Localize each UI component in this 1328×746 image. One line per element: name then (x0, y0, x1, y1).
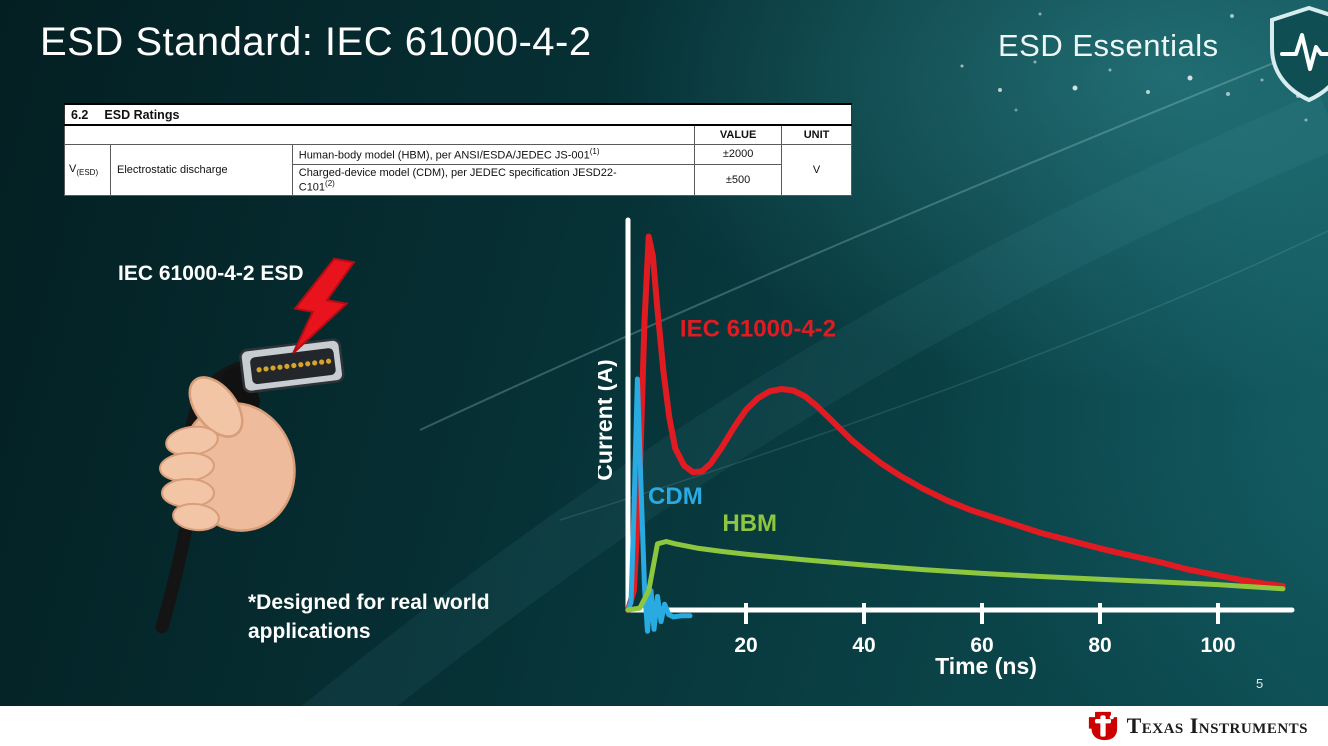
footnote-line-2: applications (248, 620, 371, 644)
series-line-cdm (625, 376, 693, 634)
x-tick-label: 100 (1200, 634, 1235, 657)
table-row: Charged-device model (CDM), per JEDEC sp… (65, 163, 852, 197)
light-streak-2 (559, 230, 1328, 521)
footer-bar: Texas Instruments (0, 706, 1328, 746)
ti-wordmark: Texas Instruments (1126, 713, 1308, 738)
cdm-description: Charged-device model (CDM), per JEDEC sp… (291, 163, 696, 197)
sparkle-dots (960, 12, 1308, 122)
iec-esd-label: IEC 61000-4-2 ESD (118, 262, 304, 285)
y-axis-label: Current (A) (598, 359, 617, 480)
cdm-value: ±500 (694, 163, 783, 197)
hand (159, 376, 296, 532)
hbm-description: Human-body model (HBM), per ANSI/ESDA/JE… (291, 144, 696, 165)
unit-column-header: UNIT (781, 124, 852, 145)
ti-logo-icon (1088, 711, 1117, 741)
table-caption: 6.2 ESD Ratings (64, 103, 852, 126)
series-label-cdm: CDM (648, 483, 703, 510)
x-tick-label: 20 (734, 634, 757, 657)
unit-value: V (781, 143, 852, 197)
hbm-value: ±2000 (694, 144, 783, 165)
hand-holding-hdmi-illustration (155, 257, 356, 634)
light-beam (280, 92, 1328, 746)
ti-logo: Texas Instruments (1088, 711, 1308, 741)
chart-series: IEC 61000-4-2 CDM HBM (625, 233, 1286, 634)
x-tick-label: 80 (1088, 634, 1111, 657)
series-title: ESD Essentials (998, 28, 1219, 63)
series-line-iec (625, 233, 1286, 613)
blank-header-cell (63, 124, 696, 145)
section-number: 6.2 (71, 108, 89, 122)
x-axis-ticks: 20 40 60 80 100 (734, 603, 1236, 657)
connector-pins (256, 358, 332, 373)
esd-waveform-chart: Current (A) 20 40 60 80 100 IEC 61000-4-2 CDM… (598, 217, 1295, 679)
designed-footnote: *Designed for real world applications (248, 588, 490, 647)
light-streak (419, 39, 1328, 431)
section-title: ESD Ratings (104, 108, 180, 122)
vesd-symbol: V(ESD) (64, 143, 111, 197)
lightning-bolt-icon (292, 257, 356, 354)
esd-ratings-table: 6.2 ESD Ratings VALUE UNIT V(ESD) Electro… (63, 103, 852, 197)
table-row: V(ESD) Electrostatic discharge Human-bod… (64, 143, 852, 197)
x-tick-label: 40 (852, 634, 875, 657)
heartbeat-pulse-icon (1280, 33, 1328, 71)
x-axis-label: Time (ns) (935, 653, 1037, 679)
slide-title: ESD Standard: IEC 61000-4-2 (40, 20, 592, 64)
page-number: 5 (1256, 676, 1264, 691)
footnote-line-1: *Designed for real world (248, 591, 490, 614)
parameter-name: Electrostatic discharge (109, 143, 293, 197)
series-label-hbm: HBM (722, 510, 777, 537)
hdmi-connector (239, 338, 345, 394)
value-column-header: VALUE (694, 124, 783, 145)
esd-shield-icon (1270, 5, 1328, 103)
x-tick-label: 60 (970, 634, 993, 657)
series-line-hbm (625, 539, 1286, 613)
series-label-iec: IEC 61000-4-2 (680, 316, 836, 343)
